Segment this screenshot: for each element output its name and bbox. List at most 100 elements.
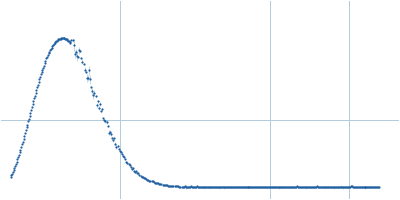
Point (44, 55, 50, 59)
Point (346, 185, 352, 188)
Point (153, 181, 159, 184)
Point (344, 185, 351, 189)
Point (205, 186, 211, 189)
Point (264, 186, 270, 189)
Point (18, 145, 24, 149)
Point (85, 76, 91, 79)
Point (270, 186, 276, 189)
Point (116, 150, 123, 153)
Point (98, 109, 104, 113)
Point (48, 46, 55, 49)
Point (375, 186, 382, 189)
Point (168, 184, 174, 187)
Point (312, 186, 318, 189)
Point (257, 185, 264, 189)
Point (278, 186, 284, 189)
Point (311, 186, 317, 189)
Point (289, 186, 295, 189)
Point (19, 143, 25, 146)
Point (256, 186, 263, 189)
Point (351, 186, 358, 189)
Point (106, 131, 112, 134)
Point (203, 186, 209, 189)
Point (352, 186, 359, 189)
Point (108, 133, 114, 136)
Point (308, 186, 314, 189)
Point (218, 186, 225, 189)
Point (24, 123, 30, 126)
Point (110, 139, 116, 142)
Point (60, 36, 67, 39)
Point (299, 186, 305, 189)
Point (167, 184, 173, 188)
Point (210, 186, 216, 189)
Point (197, 185, 203, 188)
Point (255, 186, 262, 189)
Point (78, 57, 84, 60)
Point (109, 136, 115, 139)
Point (201, 186, 207, 189)
Point (14, 160, 20, 163)
Point (198, 186, 204, 189)
Point (266, 186, 272, 189)
Point (150, 180, 157, 183)
Point (303, 186, 309, 189)
Point (59, 37, 65, 40)
Point (338, 185, 344, 188)
Point (245, 186, 252, 189)
Point (94, 100, 101, 103)
Point (190, 186, 196, 189)
Point (226, 186, 233, 189)
Point (233, 185, 240, 188)
Point (63, 37, 69, 40)
Point (32, 94, 38, 97)
Point (124, 161, 131, 164)
Point (334, 186, 340, 189)
Point (20, 137, 27, 140)
Point (181, 185, 187, 188)
Point (36, 80, 42, 83)
Point (247, 186, 254, 189)
Point (330, 186, 336, 189)
Point (189, 185, 195, 189)
Point (196, 185, 202, 189)
Point (193, 186, 199, 189)
Point (22, 132, 28, 135)
Point (241, 186, 248, 189)
Point (15, 156, 22, 159)
Point (54, 39, 60, 43)
Point (147, 179, 154, 182)
Point (260, 186, 266, 189)
Point (116, 147, 122, 151)
Point (372, 186, 379, 189)
Point (238, 186, 245, 189)
Point (138, 175, 145, 178)
Point (361, 186, 368, 189)
Point (210, 185, 217, 189)
Point (64, 37, 70, 41)
Point (358, 185, 365, 188)
Point (54, 38, 61, 41)
Point (51, 41, 58, 45)
Point (220, 186, 227, 189)
Point (91, 92, 98, 95)
Point (33, 89, 40, 92)
Point (302, 185, 308, 189)
Point (236, 186, 243, 189)
Point (354, 186, 361, 189)
Point (77, 50, 84, 53)
Point (11, 167, 18, 170)
Point (73, 50, 79, 54)
Point (76, 49, 82, 52)
Point (194, 185, 200, 188)
Point (53, 40, 59, 43)
Point (212, 186, 219, 189)
Point (330, 186, 337, 189)
Point (186, 185, 192, 188)
Point (82, 68, 88, 71)
Point (281, 186, 287, 189)
Point (254, 186, 261, 189)
Point (317, 186, 323, 189)
Point (286, 186, 292, 189)
Point (297, 186, 303, 189)
